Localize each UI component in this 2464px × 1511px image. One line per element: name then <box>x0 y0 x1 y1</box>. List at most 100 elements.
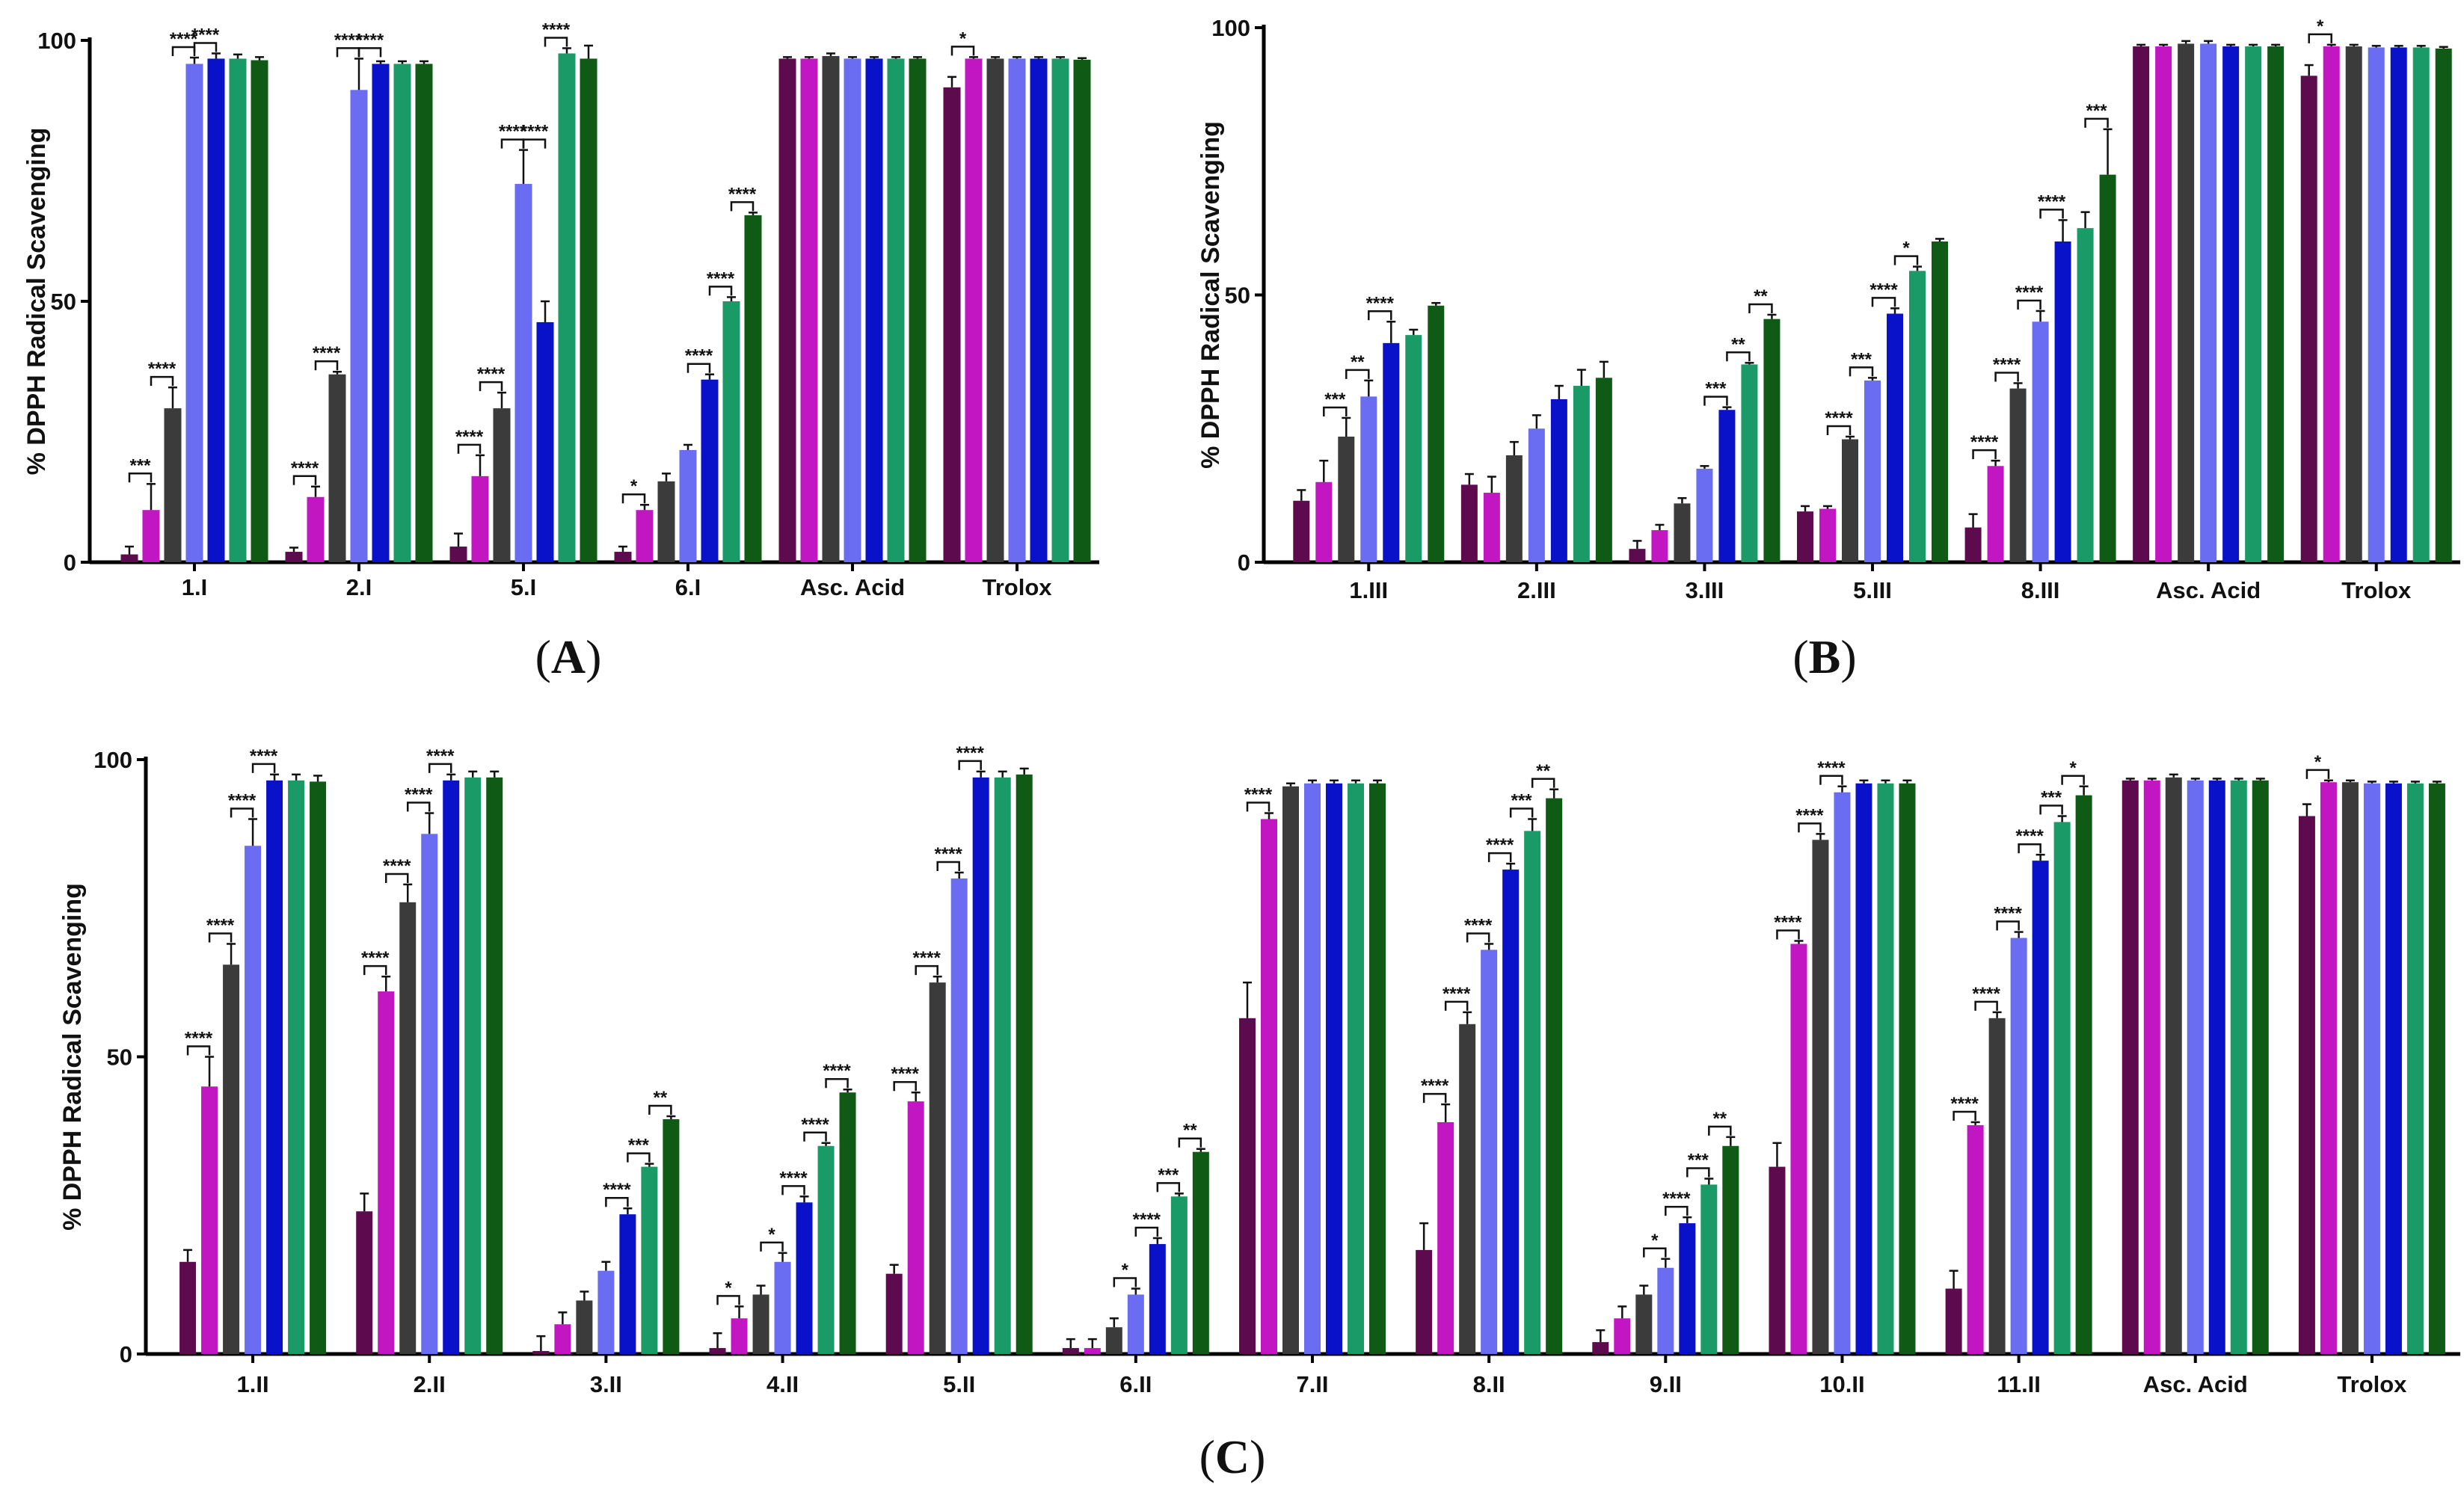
panel-c-significance-label: **** <box>1994 904 2022 924</box>
panel-c-category-label: 7.II <box>1296 1371 1328 1397</box>
panel-b-significance-bracket <box>1994 372 2019 382</box>
panel-c-bar <box>443 780 460 1354</box>
panel-c-bar <box>663 1118 680 1354</box>
panel-a-bar <box>943 87 961 562</box>
panel-c-bar <box>1790 944 1807 1354</box>
panel-c-bar <box>1369 783 1386 1354</box>
panel-a-bar <box>372 64 390 562</box>
panel-a-bar <box>580 58 597 563</box>
panel-c-bar <box>2298 816 2315 1354</box>
panel-c-bar <box>885 1273 903 1354</box>
panel-c-significance-bracket <box>1798 822 1822 833</box>
panel-b-category-label: 8.III <box>2021 577 2060 603</box>
panel-c-significance-bracket <box>605 1196 629 1207</box>
panel-c-significance-bracket <box>627 1152 651 1163</box>
panel-c-significance-bracket <box>1422 1092 1447 1104</box>
panel-b-category-label: Trolox <box>2341 577 2412 603</box>
panel-c-bar <box>1812 840 1829 1354</box>
panel-c-bar <box>2385 783 2402 1354</box>
panel-b-bar <box>2412 47 2430 562</box>
panel-c-bar <box>1614 1318 1631 1354</box>
panel-c-significance-label: **** <box>361 948 390 968</box>
panel-a-category-label: 6.I <box>675 574 701 600</box>
panel-a-significance-bracket <box>357 47 382 58</box>
panel-c-significance-label: ** <box>1183 1121 1197 1141</box>
panel-c-category-label: 6.II <box>1119 1371 1152 1397</box>
panel-b-significance-label: **** <box>1993 354 2021 375</box>
panel-c-significance-bracket <box>2061 775 2085 785</box>
panel-c-bar <box>2122 780 2139 1354</box>
panel-b-bar <box>1528 428 1545 562</box>
panel-b-significance-bracket <box>2017 299 2041 310</box>
panel-b-bar <box>2222 46 2240 562</box>
panel-a-bar <box>229 58 247 563</box>
panel-c-significance-bracket <box>760 1241 784 1252</box>
panel-a-bar <box>965 58 983 563</box>
panel-c-bar <box>597 1270 615 1354</box>
panel-a-category-label: Trolox <box>982 574 1052 600</box>
panel-a-significance-bracket <box>950 46 975 56</box>
panel-a-significance-label: **** <box>334 30 363 50</box>
panel-b-significance-bracket <box>1345 369 1370 379</box>
panel-c-significance-bracket <box>251 763 276 773</box>
panel-c-bar <box>1855 783 1872 1354</box>
panel-c-bar <box>1084 1348 1101 1354</box>
panel-c-significance-bracket <box>1665 1205 1689 1216</box>
panel-c-significance-label: **** <box>1133 1210 1161 1230</box>
panel-c-y-tick-label: 50 <box>107 1044 132 1071</box>
panel-c-bar <box>1192 1151 1209 1354</box>
panel-a-y-tick-label: 50 <box>51 289 76 315</box>
panel-b-bar <box>1797 511 1813 562</box>
panel-c-significance-label: * <box>2069 758 2077 778</box>
panel-c-bar <box>356 1211 373 1354</box>
panel-a-significance-label: **** <box>291 458 319 478</box>
panel-b-y-tick-label: 100 <box>1211 15 1250 41</box>
panel-c-significance-label: **** <box>891 1064 920 1084</box>
panel-c-category-label: 4.II <box>766 1371 799 1397</box>
panel-c-significance-bracket <box>936 861 960 872</box>
panel-b-bar <box>1629 549 1646 562</box>
panel-b-bar <box>1405 335 1422 562</box>
panel-b-category-label: Asc. Acid <box>2156 577 2261 603</box>
panel-c-bar <box>817 1145 835 1354</box>
panel-a-significance-label: **** <box>170 29 198 49</box>
panel-b-bar <box>2178 43 2195 562</box>
panel-b-bar <box>2099 174 2116 562</box>
panel-c-bar <box>1635 1294 1653 1354</box>
panel-b-bar <box>1338 436 1355 562</box>
panel-c-significance-bracket <box>781 1185 805 1195</box>
panel-c-significance-bracket <box>2018 843 2041 854</box>
panel-a-bar <box>393 64 411 562</box>
panel-c-bar <box>1877 783 1894 1354</box>
panel-c-bar <box>619 1214 636 1354</box>
panel-c-significance-label: **** <box>1464 915 1493 935</box>
panel-a-bar <box>1073 59 1091 563</box>
panel-b-bar <box>1696 468 1713 562</box>
panel-a-label: (A) <box>535 630 602 683</box>
panel-c-significance-label: ** <box>654 1088 668 1108</box>
panel-c-significance-bracket <box>384 873 409 883</box>
panel-c-significance-label: * <box>768 1225 775 1245</box>
panel-a-significance-bracket <box>150 375 174 387</box>
panel-c-significance-bracket <box>1643 1247 1667 1258</box>
panel-c-bar <box>1416 1249 1433 1354</box>
panel-c-significance-bracket <box>230 807 254 818</box>
panel-b-bar <box>2345 46 2362 562</box>
panel-b-significance-label: **** <box>2015 283 2044 303</box>
panel-a-bar <box>142 510 160 562</box>
panel-c-bar <box>1261 819 1277 1354</box>
panel-c-significance-bracket <box>1996 920 2020 931</box>
panel-b-significance-label: **** <box>1825 408 1853 428</box>
panel-b-bar <box>2300 76 2317 563</box>
panel-c-bar <box>1481 950 1498 1354</box>
panel-b-bar <box>2435 48 2452 562</box>
panel-b-significance-label: *** <box>1705 379 1727 399</box>
panel-c-bar <box>2406 783 2424 1354</box>
panel-c-bar <box>288 780 305 1354</box>
panel-a-bar <box>185 64 203 562</box>
panel-a-y-tick-label: 100 <box>37 28 76 54</box>
panel-b-bar <box>2077 228 2094 562</box>
panel-b-category-label: 5.III <box>1853 577 1892 603</box>
panel-c-significance-label: **** <box>405 785 433 805</box>
